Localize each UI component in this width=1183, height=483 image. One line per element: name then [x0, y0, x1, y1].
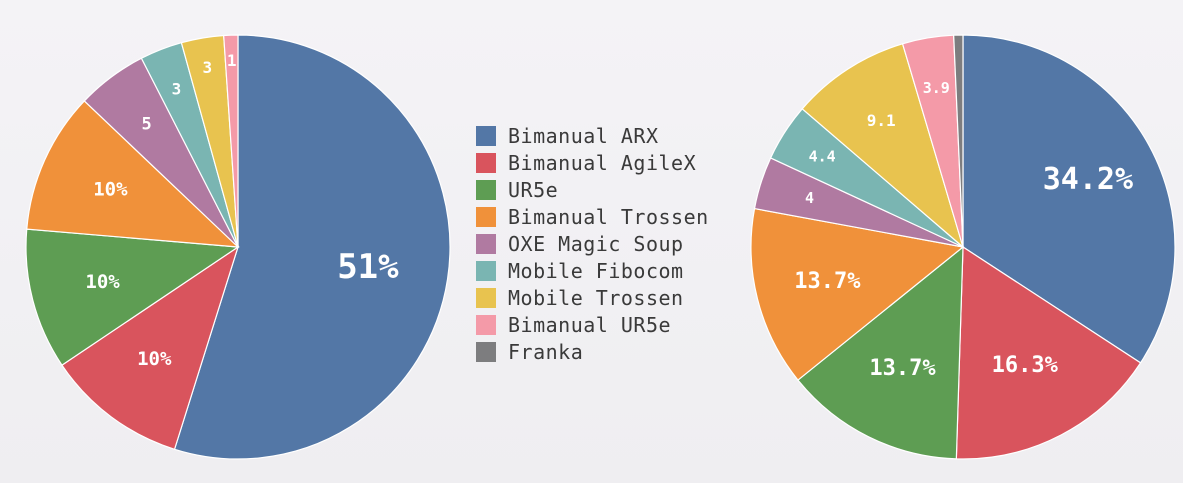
- legend-item: Bimanual ARX: [476, 122, 709, 149]
- legend-swatch: [476, 260, 496, 281]
- slice-data-label: 13.7%: [869, 356, 936, 381]
- slice-data-label: 16.3%: [992, 353, 1059, 378]
- chart-legend: Bimanual ARX Bimanual AgileX UR5e Bimanu…: [476, 122, 709, 365]
- legend-swatch: [476, 341, 496, 362]
- slice-data-label: 51%: [337, 247, 399, 287]
- slice-data-label: 1: [227, 51, 237, 70]
- slice-data-label: 10%: [85, 271, 120, 293]
- legend-label: Bimanual Trossen: [508, 204, 709, 229]
- slice-data-label: 4: [805, 189, 814, 207]
- legend-swatch: [476, 179, 496, 200]
- slice-data-label: 3: [203, 58, 213, 77]
- legend-label: Bimanual ARX: [508, 123, 659, 148]
- legend-swatch: [476, 233, 496, 254]
- legend-label: Franka: [508, 339, 584, 364]
- legend-label: OXE Magic Soup: [508, 231, 684, 256]
- legend-label: Bimanual AgileX: [508, 150, 697, 175]
- slice-data-label: 4.4: [809, 147, 836, 165]
- pie-slice: [801, 43, 965, 249]
- pie-slice: [25, 228, 240, 366]
- pie-slice: [750, 207, 965, 381]
- pie-chart-left: 51%10%10%10%533 1: [25, 34, 451, 460]
- legend-swatch: [476, 287, 496, 308]
- slice-data-label: 10%: [137, 348, 172, 370]
- legend-label: Mobile Fibocom: [508, 258, 684, 283]
- slice-data-label: 10%: [93, 179, 128, 201]
- legend-item: UR5e: [476, 176, 709, 203]
- legend-swatch: [476, 314, 496, 335]
- legend-label: Bimanual UR5e: [508, 312, 672, 337]
- pie-slice: [26, 100, 240, 248]
- legend-item: Mobile Fibocom: [476, 257, 709, 284]
- legend-item: Mobile Trossen: [476, 284, 709, 311]
- pie-slice: [953, 34, 964, 248]
- legend-swatch: [476, 125, 496, 146]
- legend-item: Bimanual AgileX: [476, 149, 709, 176]
- legend-swatch: [476, 206, 496, 227]
- slice-data-label: 3.9: [923, 79, 950, 97]
- legend-item: Franka: [476, 338, 709, 365]
- legend-label: Mobile Trossen: [508, 285, 684, 310]
- pie-chart-right: 34.2% 16.3% 13.7% 13.7% 4 4.4 9.1 3.9: [750, 34, 1176, 460]
- pie-slice: [61, 245, 240, 451]
- legend-label: UR5e: [508, 177, 559, 202]
- slice-data-label: 13.7%: [794, 269, 861, 294]
- pie-slice: [173, 34, 451, 460]
- pie-slice: [223, 34, 239, 248]
- pie-slice: [955, 245, 1142, 460]
- slice-data-label: 5: [141, 115, 151, 135]
- legend-item: Bimanual UR5e: [476, 311, 709, 338]
- legend-item: Bimanual Trossen: [476, 203, 709, 230]
- slice-data-label: 34.2%: [1043, 162, 1133, 197]
- slice-data-label: 9.1: [867, 111, 896, 130]
- pie-slice: [797, 245, 964, 460]
- slice-data-label: 3: [172, 79, 182, 98]
- legend-item: OXE Magic Soup: [476, 230, 709, 257]
- legend-swatch: [476, 152, 496, 173]
